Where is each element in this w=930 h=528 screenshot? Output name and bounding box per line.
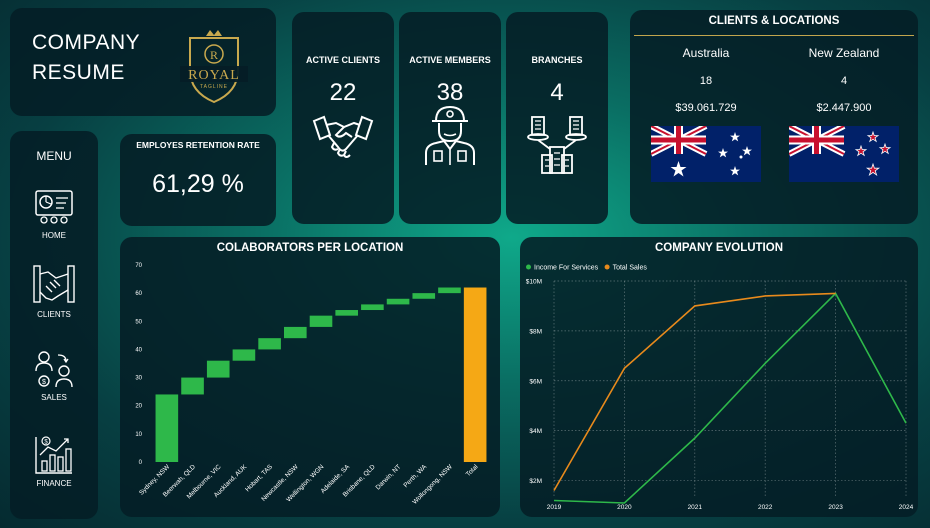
retention-title: EMPLOYES RETENTION RATE — [136, 140, 260, 150]
legend-label: Income For Services — [534, 265, 599, 272]
location-new-zealand: New Zealand 4 $2.447.900 — [784, 46, 904, 182]
legend-label: Total Sales — [613, 265, 648, 272]
new-zealand-flag-icon — [789, 126, 899, 182]
royal-logo: R ROYAL TAGLINE — [180, 30, 248, 104]
evolution-chart-card: COMPANY EVOLUTION Income For Services Tot… — [520, 237, 918, 517]
legend-marker — [526, 264, 531, 270]
menu-label-finance: FINANCE — [36, 479, 72, 488]
legend-marker — [604, 264, 610, 270]
kpi-branches: BRANCHES 4 — [506, 12, 608, 224]
y-tick-label: 30 — [135, 376, 142, 382]
finance-chart-icon: $ — [35, 436, 72, 474]
location-amount: $2.447.900 — [816, 102, 872, 114]
y-tick-label: 40 — [135, 347, 142, 353]
bar — [258, 338, 281, 350]
x-tick-label: Darwin, NT — [375, 463, 403, 491]
kpi-title: ACTIVE CLIENTS — [305, 55, 380, 65]
retention-value: 61,29 % — [152, 170, 244, 198]
kpi-active-members: ACTIVE MEMBERS 38 — [399, 12, 501, 224]
y-tick-label: 60 — [135, 291, 142, 297]
page-title: COMPANY RESUME — [32, 28, 140, 88]
menu-title: MENU — [36, 149, 72, 163]
bar — [412, 293, 436, 299]
y-tick-label: 20 — [135, 404, 142, 410]
svg-text:$: $ — [42, 379, 46, 386]
y-tick-label: 0 — [139, 460, 143, 466]
menu-item-finance[interactable]: $ FINANCE — [10, 435, 98, 488]
bar — [206, 360, 230, 378]
bar — [284, 326, 307, 339]
bar — [335, 310, 358, 316]
x-tick-label: 2024 — [899, 504, 914, 511]
total-bar — [463, 287, 487, 462]
evolution-chart: Income For Services Total Sales $2M $4M $6M $… — [526, 264, 914, 511]
branches-icon — [527, 116, 587, 174]
kpi-title: ACTIVE MEMBERS — [409, 55, 491, 65]
bar — [232, 349, 256, 361]
series-line — [553, 292, 907, 504]
divider — [634, 35, 914, 36]
australia-flag-icon — [651, 126, 761, 182]
title-line-1: COMPANY — [32, 31, 141, 54]
y-tick-label: $2M — [529, 478, 542, 485]
kpi-active-clients: ACTIVE CLIENTS 22 — [292, 12, 394, 224]
kpi-title: BRANCHES — [531, 55, 583, 65]
location-name: Australia — [682, 46, 730, 60]
kpi-value: 4 — [550, 79, 564, 106]
y-tick-label: $8M — [529, 328, 542, 335]
sales-icon: $ — [35, 351, 73, 388]
chart-title: COMPANY EVOLUTION — [655, 242, 783, 254]
menu-label-clients: CLIENTS — [37, 310, 71, 319]
x-tick-label: 2021 — [688, 504, 703, 511]
y-tick-label: 10 — [135, 432, 142, 438]
locations-title: CLIENTS & LOCATIONS — [708, 15, 840, 27]
y-tick-label: 70 — [135, 263, 142, 269]
y-tick-label: $6M — [529, 378, 542, 385]
menu-label-home: HOME — [42, 231, 66, 240]
x-tick-label: 2022 — [758, 504, 773, 511]
bar — [309, 315, 333, 327]
menu-item-home[interactable]: HOME — [10, 189, 98, 240]
y-tick-label: $4M — [529, 428, 542, 435]
bar — [181, 377, 204, 395]
handshake-icon — [33, 265, 75, 303]
retention-card: EMPLOYES RETENTION RATE 61,29 % — [120, 134, 276, 226]
bar — [155, 394, 179, 462]
svg-text:R: R — [210, 48, 218, 62]
location-name: New Zealand — [808, 46, 880, 60]
menu-item-clients[interactable]: CLIENTS — [10, 264, 98, 319]
clients-locations-card: CLIENTS & LOCATIONS Australia 18 $39.061… — [630, 10, 918, 224]
bar — [361, 304, 384, 311]
kpi-value: 38 — [436, 79, 464, 106]
x-tick-label: Perth, WA — [402, 463, 428, 489]
title-line-2: RESUME — [32, 61, 125, 84]
dashboard-icon — [35, 190, 73, 224]
series-line — [553, 292, 836, 491]
handshake-icon — [312, 115, 374, 158]
svg-text:TAGLINE: TAGLINE — [200, 84, 228, 90]
title-card: COMPANY RESUME R ROYAL TAGLINE — [10, 8, 276, 116]
svg-text:$: $ — [44, 440, 48, 446]
kpi-value: 22 — [329, 79, 357, 106]
x-tick-label: 2019 — [547, 504, 562, 511]
bar — [438, 287, 461, 294]
menu-panel: MENU HOME CLIENTS — [10, 131, 98, 519]
worker-icon — [425, 105, 475, 165]
collaborators-chart-card: COLABORATORS PER LOCATION 0 10 20 30 40 50 60 7… — [120, 237, 500, 517]
x-tick-label: Total — [465, 463, 480, 478]
bar — [386, 298, 410, 305]
y-tick-label: $10M — [526, 279, 542, 286]
location-amount: $39.061.729 — [675, 102, 737, 114]
menu-label-sales: SALES — [41, 393, 67, 402]
location-count: 4 — [840, 75, 848, 87]
location-australia: Australia 18 $39.061.729 — [646, 46, 766, 182]
svg-text:ROYAL: ROYAL — [188, 68, 240, 83]
y-tick-label: 50 — [135, 319, 142, 325]
chart-title: COLABORATORS PER LOCATION — [216, 242, 404, 254]
menu-item-sales[interactable]: $ SALES — [10, 349, 98, 402]
x-tick-label: 2023 — [828, 504, 843, 511]
location-count: 18 — [699, 75, 713, 87]
x-tick-label: 2020 — [617, 504, 632, 511]
